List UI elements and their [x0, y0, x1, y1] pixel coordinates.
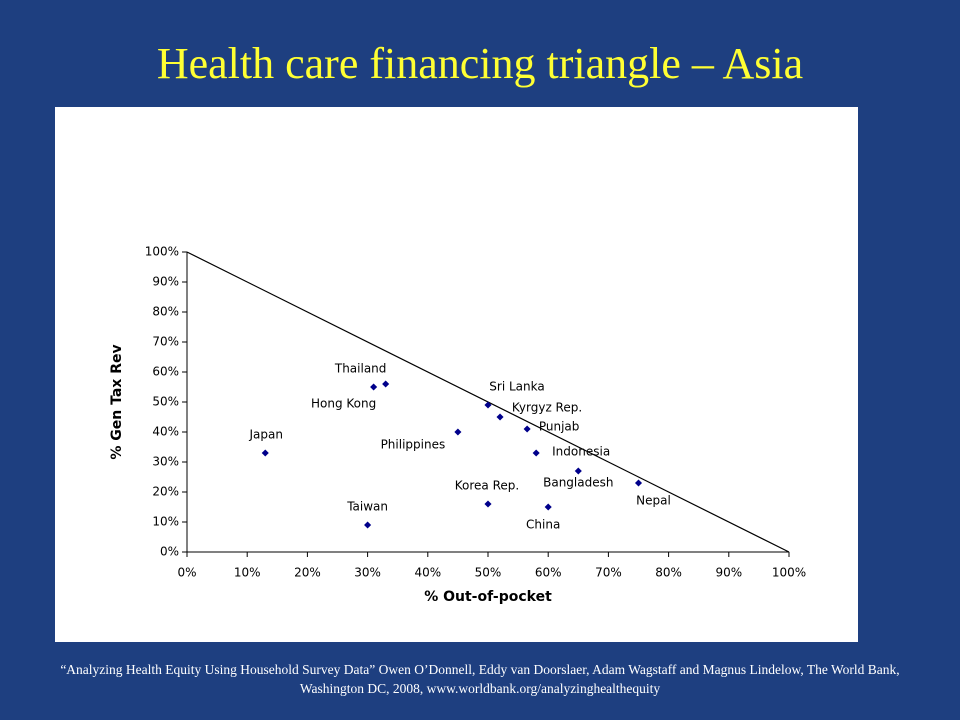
- x-tick-label: 70%: [595, 566, 622, 580]
- slide-title: Health care financing triangle – Asia: [156, 39, 804, 88]
- x-tick-label: 60%: [535, 566, 562, 580]
- point-label: Kyrgyz Rep.: [512, 401, 582, 415]
- data-point: [634, 479, 643, 487]
- point-label: Hong Kong: [311, 397, 376, 411]
- point-label: China: [526, 518, 560, 532]
- x-tick-label: 50%: [475, 566, 502, 580]
- y-tick-label: 50%: [152, 395, 179, 409]
- data-point: [261, 449, 269, 457]
- data-point: [544, 503, 552, 511]
- y-tick-label: 30%: [152, 455, 179, 469]
- point-label: Indonesia: [552, 445, 610, 459]
- point-label: Punjab: [539, 420, 580, 434]
- x-tick-label: 100%: [772, 566, 806, 580]
- point-label: Japan: [249, 428, 283, 442]
- y-tick-label: 10%: [152, 515, 179, 529]
- y-tick-label: 80%: [152, 305, 179, 319]
- data-point: [484, 500, 492, 508]
- chart-background: [55, 107, 858, 642]
- point-label: Sri Lanka: [489, 380, 544, 394]
- x-tick-label: 80%: [655, 566, 682, 580]
- x-tick-label: 30%: [354, 566, 381, 580]
- point-label: Taiwan: [346, 500, 388, 514]
- point-label: Philippines: [381, 438, 446, 452]
- y-tick-label: 0%: [160, 545, 179, 559]
- x-tick-label: 10%: [234, 566, 261, 580]
- data-point: [454, 428, 462, 436]
- data-point: [484, 401, 492, 409]
- y-tick-label: 70%: [152, 335, 179, 349]
- x-tick-label: 90%: [715, 566, 742, 580]
- data-point: [382, 380, 390, 388]
- point-label: Nepal: [636, 494, 671, 508]
- x-tick-label: 0%: [177, 566, 196, 580]
- y-tick-label: 100%: [145, 245, 179, 259]
- x-tick-label: 20%: [294, 566, 321, 580]
- y-tick-label: 40%: [152, 425, 179, 439]
- data-point: [574, 467, 582, 475]
- data-point: [364, 521, 372, 529]
- y-tick-label: 90%: [152, 275, 179, 289]
- data-point: [523, 425, 531, 433]
- x-axis-label: % Out-of-pocket: [424, 589, 552, 605]
- data-point: [532, 449, 540, 457]
- y-axis-label: % Gen Tax Rev: [109, 344, 125, 459]
- y-tick-label: 20%: [152, 485, 179, 499]
- point-label: Bangladesh: [543, 476, 613, 490]
- y-tick-label: 60%: [152, 365, 179, 379]
- point-label: Korea Rep.: [455, 479, 519, 493]
- data-point: [496, 413, 504, 421]
- data-point: [370, 383, 378, 391]
- point-label: Thailand: [334, 362, 387, 376]
- chart: 0% 10% 20% 30% 40% 50% 60% 70% 80% 90% 100% 0% 10% 20…: [55, 107, 858, 642]
- x-tick-label: 40%: [414, 566, 441, 580]
- source-note: “Analyzing Health Equity Using Household…: [60, 662, 900, 696]
